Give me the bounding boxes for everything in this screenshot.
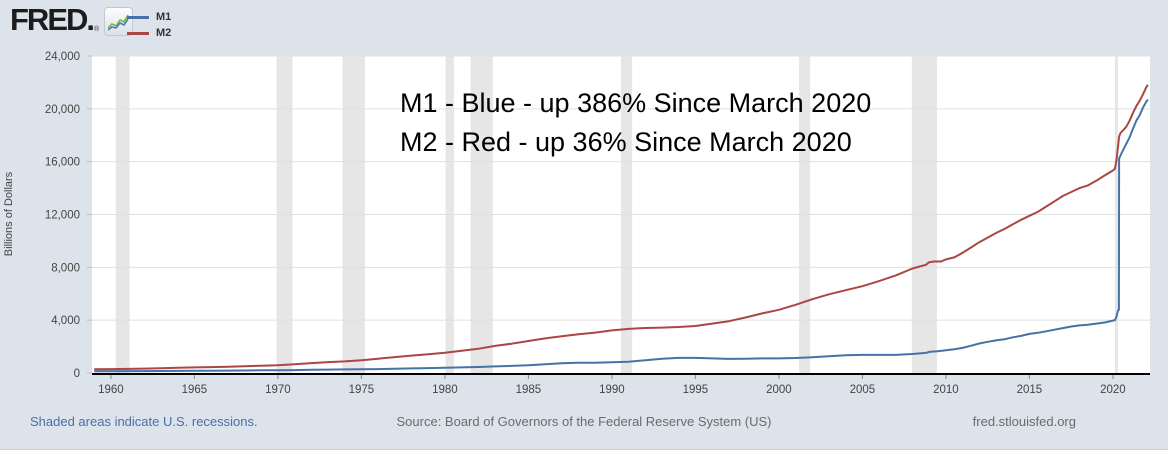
chart-annotation: M1 - Blue - up 386% Since March 2020 M2 … [400, 84, 871, 162]
x-tick-label: 1975 [349, 384, 375, 396]
chart-legend: M1 M2 [127, 9, 171, 41]
m2-line-swatch [127, 31, 149, 35]
x-tick-label: 2000 [766, 384, 792, 396]
x-tick-label: 2010 [933, 384, 959, 396]
y-tick-label: 16,000 [45, 157, 80, 169]
y-tick-label: 4,000 [51, 315, 80, 327]
registered-trademark: ® [94, 26, 100, 33]
y-tick-label: 0 [74, 368, 80, 380]
y-tick-label: 8,000 [51, 262, 80, 274]
y-tick-label: 24,000 [45, 51, 80, 63]
legend-item-m2[interactable]: M2 [127, 25, 171, 41]
annotation-line-m2: M2 - Red - up 36% Since March 2020 [400, 127, 852, 157]
x-tick-label: 1960 [98, 384, 124, 396]
source-text: Source: Board of Governors of the Federa… [396, 414, 772, 429]
fred-logo[interactable]: FRED. ® [10, 2, 134, 37]
x-tick-label: 1980 [432, 384, 458, 396]
legend-label-m2: M2 [156, 27, 172, 39]
fred-sparkline-icon [104, 7, 134, 36]
x-tick-label: 1970 [265, 384, 291, 396]
legend-label-m1: M1 [156, 11, 172, 23]
x-tick-label: 2020 [1100, 384, 1126, 396]
x-tick-label: 1965 [182, 384, 208, 396]
x-tick-label: 2005 [850, 384, 876, 396]
x-tick-label: 1995 [683, 384, 709, 396]
recessions-note-link[interactable]: Shaded areas indicate U.S. recessions. [30, 414, 258, 429]
m1-line-swatch [127, 15, 149, 19]
x-tick-label: 1985 [516, 384, 542, 396]
chart-svg[interactable]: 0 4,000 8,000 12,000 16,000 20,000 24,000 1960 1… [0, 0, 1168, 404]
fred-logo-text: FRED. [10, 2, 95, 37]
series-line-m2[interactable] [94, 84, 1149, 371]
series-line-m1[interactable] [94, 98, 1149, 373]
annotation-line-m1: M1 - Blue - up 386% Since March 2020 [400, 88, 872, 118]
x-tick-label: 1990 [599, 384, 625, 396]
site-url[interactable]: fred.stlouisfed.org [972, 414, 1076, 429]
y-tick-label: 12,000 [45, 210, 80, 222]
legend-item-m1[interactable]: M1 [127, 9, 171, 25]
y-tick-label: 20,000 [45, 104, 80, 116]
x-tick-label: 2015 [1017, 384, 1043, 396]
